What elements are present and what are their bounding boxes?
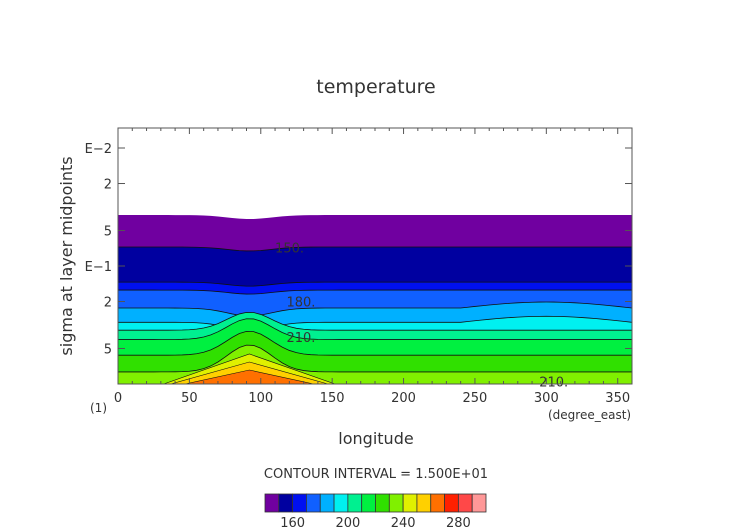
x-tick-label: 200 <box>391 391 416 406</box>
colorbar-box <box>347 493 363 513</box>
y-axis-label: sigma at layer midpoints <box>57 156 76 355</box>
x-tick-label: 50 <box>181 391 198 406</box>
contour-line <box>118 281 632 287</box>
contour-interval-text: CONTOUR INTERVAL = 1.500E+01 <box>264 467 488 482</box>
colorbar-tick-label: 160 <box>280 516 305 531</box>
colorbar-box <box>278 493 294 513</box>
x-axis-label: longitude <box>338 429 413 448</box>
colorbar-tick-label: 200 <box>335 516 360 531</box>
colorbar-tick-label: 280 <box>446 516 471 531</box>
contour-line <box>118 344 632 373</box>
contour-line <box>117 311 632 331</box>
plot-area: 150. 180. 210. 210. <box>117 215 633 390</box>
x-tick-label: 350 <box>605 391 630 406</box>
contour-line <box>118 289 632 295</box>
colorbar-box <box>430 493 445 513</box>
colorbar-box <box>388 493 404 513</box>
colorbar-box <box>416 493 432 513</box>
y-tick-label: E−1 <box>85 260 112 275</box>
contour-line <box>118 315 633 331</box>
x-units-label: (degree_east) <box>548 408 631 422</box>
colorbar: 160 200 240 280 <box>264 493 487 531</box>
y-tick-label: 2 <box>104 296 112 311</box>
y-tick-label: 5 <box>104 342 112 357</box>
colorbar-box <box>306 493 321 513</box>
x-tick-label: 300 <box>534 391 559 406</box>
colorbar-box <box>292 493 307 513</box>
colorbar-box <box>444 493 459 513</box>
y-scale-label: (1) <box>90 401 107 415</box>
contour-line <box>118 318 632 340</box>
colorbar-box <box>361 493 376 513</box>
colorbar-box <box>375 493 390 513</box>
contour-line <box>118 330 632 356</box>
chart-title: temperature <box>316 76 435 98</box>
contour-label: 210. <box>286 331 315 346</box>
colorbar-box <box>471 493 487 513</box>
x-tick-label: 250 <box>463 391 488 406</box>
axes: 0 50 100 150 200 250 300 350 E−2 2 5 E−1 2 5 <box>85 127 633 406</box>
x-tick-label: 100 <box>248 391 273 406</box>
contour-label: 210. <box>539 375 568 390</box>
y-tick-label: E−2 <box>85 142 112 157</box>
colorbar-tick-label: 240 <box>391 516 416 531</box>
colorbar-box <box>319 493 335 513</box>
contour-label: 150. <box>275 242 304 257</box>
x-tick-label: 0 <box>114 391 122 406</box>
contour-label: 180. <box>286 296 315 311</box>
colorbar-box <box>457 493 473 513</box>
colorbar-box <box>402 493 418 513</box>
colorbar-box <box>264 493 280 513</box>
y-tick-label: 2 <box>104 178 112 193</box>
colorbar-box <box>333 493 349 513</box>
x-tick-label: 150 <box>320 391 345 406</box>
contour-line <box>118 301 633 317</box>
y-tick-label: 5 <box>104 224 112 239</box>
contour-line <box>118 246 632 252</box>
